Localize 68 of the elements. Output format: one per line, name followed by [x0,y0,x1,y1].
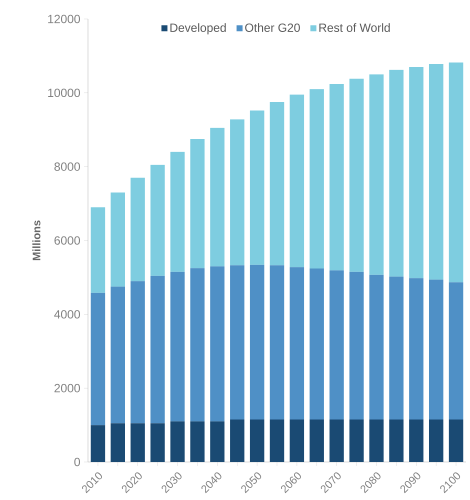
bar [369,74,384,275]
bar [190,268,205,422]
bar [290,94,304,268]
bar [230,265,244,420]
bar [349,420,364,462]
y-tick-label: 2000 [54,384,80,392]
bar [170,272,185,422]
bar [409,66,424,278]
y-tick-label: 12000 [48,14,80,24]
bar [270,265,284,420]
y-axis-title: Millions [32,220,40,260]
legend-label: Developed [170,23,226,34]
bar [110,423,125,462]
bar [130,178,145,282]
y-tick-label: 0 [74,458,80,466]
bar [270,420,284,462]
bar [150,164,165,276]
bar [210,421,224,462]
bar [330,270,344,420]
bar [90,292,106,426]
bar [270,102,284,266]
legend-label: Other G20 [245,23,300,32]
y-tick-label: 8000 [54,162,80,171]
bar [448,420,464,462]
bar [130,423,145,462]
bar [250,264,264,420]
bar [230,119,244,266]
bar [170,421,185,462]
bar [428,280,444,420]
bar [110,286,125,424]
bar [310,89,324,269]
bar [290,267,304,420]
legend-label: Rest of World [319,23,390,32]
bar [210,266,224,422]
bar [250,420,264,462]
bar [190,138,205,268]
bar [349,78,364,272]
bar [90,425,106,462]
bar [110,192,125,287]
bar [190,421,205,462]
bar [210,128,224,266]
bar [389,70,404,277]
bar [389,276,404,420]
bar [310,268,324,420]
bar [130,281,145,424]
bar [330,420,344,462]
bar [409,278,424,420]
bar [369,274,384,420]
bar [428,420,444,462]
bar [409,420,424,462]
bar [369,420,384,462]
y-tick-label: 6000 [54,236,80,245]
y-tick-label: 4000 [54,310,80,319]
bar [428,64,444,280]
bar [448,282,464,420]
bar [90,207,106,293]
bar [150,276,165,424]
bar [349,272,364,420]
bar [448,62,464,282]
bar [290,420,304,462]
bar [150,423,165,462]
bar [250,110,264,265]
bar [389,420,404,462]
bar [170,152,185,272]
bar [330,84,344,270]
bar [310,420,324,462]
y-tick-label: 10000 [48,88,80,98]
bar [230,420,244,462]
